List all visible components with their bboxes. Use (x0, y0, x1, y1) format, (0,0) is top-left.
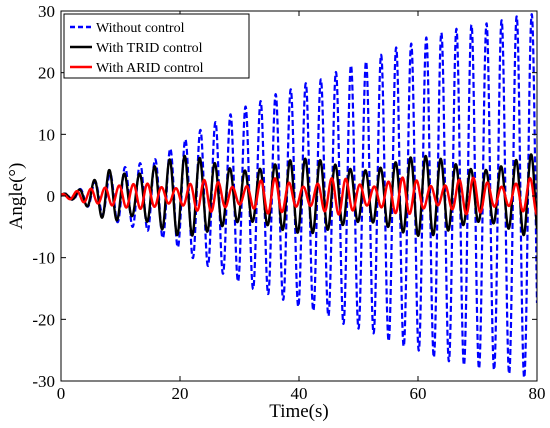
x-axis-label: Time(s) (269, 401, 328, 422)
x-tick-label: 80 (529, 384, 546, 403)
plot-lines (61, 13, 537, 379)
x-tick-label: 0 (57, 384, 66, 403)
y-tick-label: 30 (38, 2, 55, 21)
y-tick-label: -20 (32, 310, 55, 329)
y-tick-label: 20 (38, 64, 55, 83)
x-tick-label: 20 (172, 384, 189, 403)
y-tick-label: 10 (38, 125, 55, 144)
y-tick-label: 0 (47, 187, 56, 206)
series-line-0 (61, 13, 537, 379)
y-axis-label: Angle(°) (6, 163, 27, 230)
y-tick-label: -10 (32, 249, 55, 268)
tick-labels: 0 20 40 60 80 -30 -20 -10 0 10 20 30 (32, 2, 545, 403)
y-tick-label: -30 (32, 372, 55, 391)
legend-label-arid-control: With ARID control (96, 61, 204, 76)
legend-box (63, 13, 250, 79)
legend: Without control With TRID control With A… (63, 13, 250, 79)
legend-label-trid-control: With TRID control (96, 41, 203, 56)
series-line-2 (61, 176, 537, 216)
x-tick-label: 60 (410, 384, 427, 403)
series-line-1 (61, 153, 537, 238)
legend-label-without-control: Without control (96, 21, 185, 36)
x-tick-label: 40 (291, 384, 308, 403)
